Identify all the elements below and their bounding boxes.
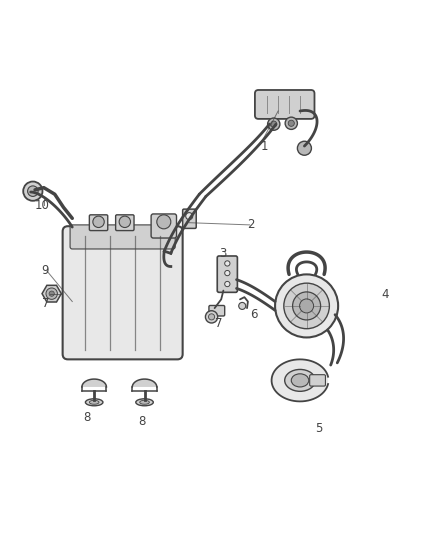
FancyBboxPatch shape (116, 215, 134, 231)
Polygon shape (82, 379, 106, 387)
Circle shape (300, 299, 314, 313)
Ellipse shape (136, 399, 153, 406)
Circle shape (284, 283, 329, 329)
Ellipse shape (140, 400, 149, 404)
FancyBboxPatch shape (209, 305, 225, 316)
FancyBboxPatch shape (255, 90, 314, 119)
Circle shape (119, 216, 131, 228)
FancyBboxPatch shape (89, 215, 108, 231)
Circle shape (46, 288, 57, 300)
Text: 10: 10 (35, 199, 50, 212)
Circle shape (93, 216, 104, 228)
Circle shape (23, 182, 42, 201)
Circle shape (271, 121, 277, 127)
Text: 8: 8 (138, 416, 145, 429)
FancyBboxPatch shape (310, 375, 325, 386)
Polygon shape (272, 359, 328, 401)
Text: 4: 4 (381, 288, 389, 302)
Ellipse shape (291, 374, 309, 387)
Circle shape (225, 281, 230, 287)
Circle shape (268, 118, 280, 130)
Circle shape (225, 261, 230, 266)
Text: 8: 8 (83, 411, 91, 424)
Ellipse shape (89, 400, 99, 404)
Circle shape (293, 292, 321, 320)
Ellipse shape (285, 369, 315, 391)
FancyBboxPatch shape (217, 256, 237, 292)
Circle shape (28, 186, 38, 197)
Text: 1: 1 (261, 140, 268, 152)
Ellipse shape (85, 399, 103, 406)
FancyBboxPatch shape (151, 214, 177, 238)
Circle shape (225, 270, 230, 276)
Text: 2: 2 (247, 219, 255, 231)
Circle shape (275, 274, 338, 337)
FancyBboxPatch shape (70, 225, 175, 249)
Text: 3: 3 (219, 247, 226, 260)
Circle shape (186, 213, 193, 220)
Polygon shape (132, 379, 157, 387)
Text: 7: 7 (42, 297, 49, 310)
Text: 7: 7 (215, 317, 222, 330)
FancyBboxPatch shape (63, 226, 183, 359)
Circle shape (157, 215, 171, 229)
Circle shape (288, 120, 294, 126)
Circle shape (208, 314, 215, 320)
Text: 9: 9 (42, 264, 49, 277)
Circle shape (205, 311, 218, 323)
Circle shape (285, 117, 297, 130)
Circle shape (49, 291, 54, 296)
Circle shape (297, 141, 311, 155)
Text: 5: 5 (315, 422, 323, 435)
Circle shape (239, 302, 246, 310)
FancyBboxPatch shape (183, 209, 196, 229)
Text: 6: 6 (250, 308, 257, 321)
